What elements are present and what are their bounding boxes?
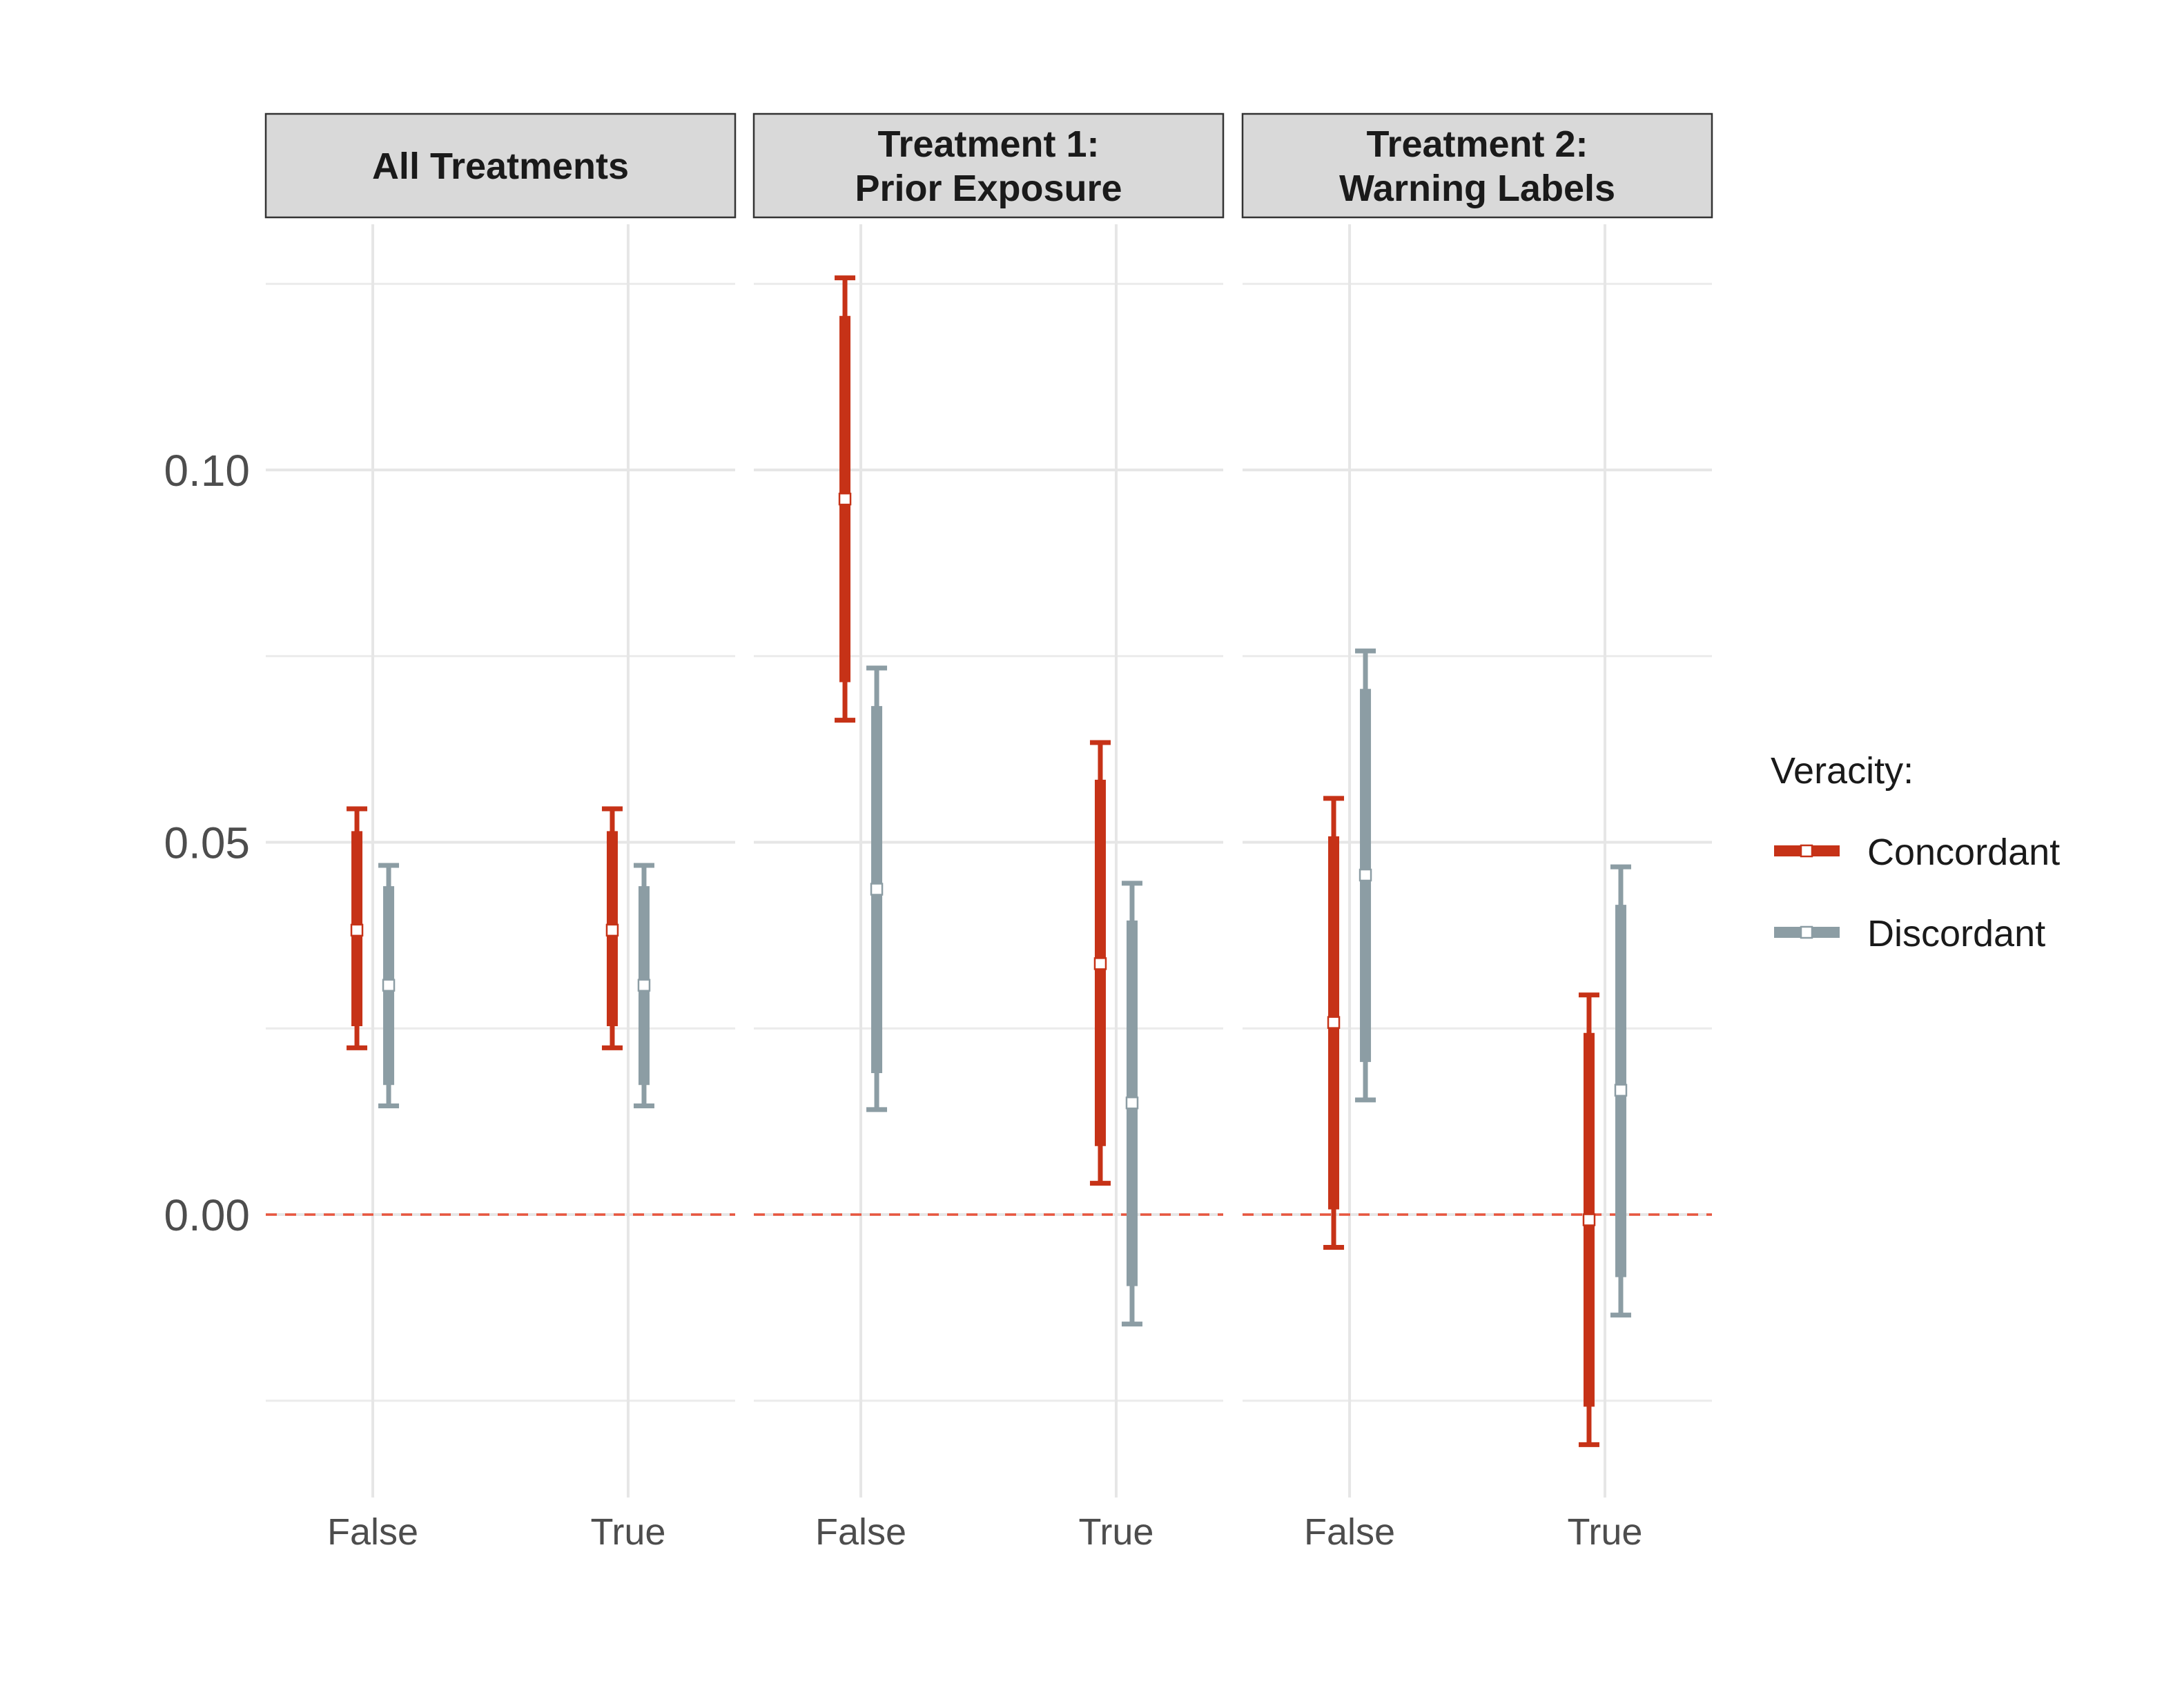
errorbar-discordant (378, 863, 400, 1108)
point-estimate (1327, 1016, 1341, 1029)
x-tick-label: True (590, 1511, 665, 1553)
panel-strip (1241, 112, 1713, 219)
point-estimate (350, 923, 364, 937)
point-estimate (605, 923, 619, 937)
errorbar-discordant (866, 665, 888, 1112)
legend-label: Discordant (1867, 913, 2045, 954)
x-tick-label: False (1304, 1511, 1395, 1553)
point-estimate (637, 979, 651, 992)
panel-strip-title: Warning Labels (1339, 168, 1615, 209)
legend-item-discordant: Discordant (1774, 913, 2045, 954)
panel-strip (264, 112, 737, 219)
y-tick-label: 0.10 (164, 446, 250, 495)
errorbar-discordant (633, 863, 654, 1108)
point-estimate (1359, 868, 1372, 882)
legend-title: Veracity: (1771, 750, 1914, 792)
y-tick-label: 0.05 (164, 818, 250, 868)
panel-1: All Treatments False True (264, 112, 737, 1553)
y-tick-label: 0.00 (164, 1190, 250, 1240)
x-tick-label: False (327, 1511, 418, 1553)
x-tick-label: False (815, 1511, 906, 1553)
errorbar-concordant (835, 275, 856, 723)
legend-label: Concordant (1867, 832, 2060, 873)
point-estimate (838, 492, 852, 506)
point-estimate (1125, 1096, 1139, 1110)
errorbar-concordant (1323, 796, 1345, 1250)
panel-3: Treatment 2:Warning Labels False True (1241, 112, 1713, 1553)
legend-key-point (1800, 925, 1813, 939)
point-estimate (1614, 1083, 1628, 1097)
errorbar-concordant (347, 806, 368, 1050)
errorbar-concordant (1578, 992, 1599, 1447)
panel-strip-title: Treatment 2: (1366, 124, 1588, 165)
errorbar-concordant (601, 806, 623, 1050)
panel-strip-title: Prior Exposure (855, 168, 1122, 209)
errorbar-discordant (1121, 881, 1142, 1327)
errorbar-concordant (1089, 740, 1111, 1186)
panel-strip (752, 112, 1225, 219)
point-estimate (382, 979, 396, 992)
legend-item-concordant: Concordant (1774, 832, 2060, 873)
legend: Veracity: Concordant Discordant (1771, 750, 2060, 954)
panel-2: Treatment 1:Prior Exposure False True (752, 112, 1225, 1553)
point-estimate (1582, 1213, 1596, 1226)
errorbar-discordant (1610, 864, 1631, 1318)
point-estimate (870, 883, 884, 896)
legend-key-point (1800, 844, 1813, 858)
panel-strip-title: Treatment 1: (877, 124, 1099, 165)
x-tick-label: True (1567, 1511, 1642, 1553)
panel-strip-title: All Treatments (372, 146, 629, 187)
errorbar-discordant (1355, 648, 1376, 1103)
point-estimate (1093, 957, 1107, 970)
x-tick-label: True (1078, 1511, 1153, 1553)
